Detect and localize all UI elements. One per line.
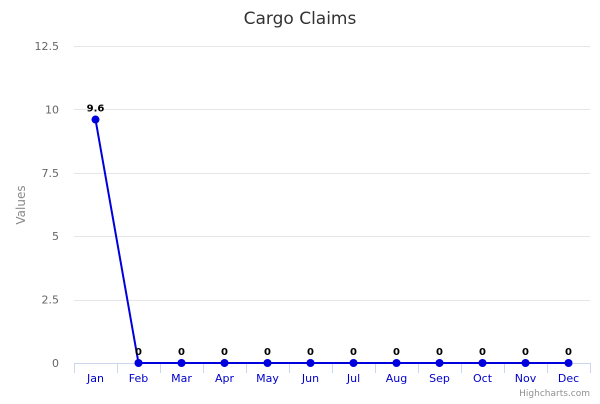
series-cargo-claims [91, 115, 573, 367]
x-tick-label[interactable]: Oct [473, 372, 493, 385]
data-label: 0 [350, 347, 357, 358]
x-tick-label[interactable]: Nov [515, 372, 537, 385]
data-point[interactable] [349, 359, 358, 367]
y-tick-label: 2.5 [42, 294, 60, 307]
y-axis-label: Values [14, 185, 28, 224]
data-point[interactable] [177, 359, 186, 367]
data-label: 0 [135, 347, 142, 358]
x-tick-label[interactable]: Aug [386, 372, 407, 385]
x-axis-ticks: Jan Feb Mar Apr May Jun Jul Aug Sep Oct Nov Dec [86, 372, 579, 385]
data-label: 0 [178, 347, 185, 358]
credits-link[interactable]: Highcharts.com [519, 389, 590, 399]
data-point[interactable] [435, 359, 444, 367]
x-tick-label[interactable]: Mar [171, 372, 192, 385]
data-label: 0 [522, 347, 529, 358]
data-point[interactable] [263, 359, 272, 367]
data-point[interactable] [134, 359, 143, 367]
x-tick-label[interactable]: Sep [429, 372, 450, 385]
chart-title: Cargo Claims [244, 9, 357, 29]
data-label: 0 [479, 347, 486, 358]
data-label: 0 [393, 347, 400, 358]
data-point[interactable] [306, 359, 315, 367]
data-label: 0 [264, 347, 271, 358]
x-tick-label[interactable]: Jul [346, 372, 360, 385]
x-tick-label[interactable]: May [256, 372, 279, 385]
y-tick-label: 12.5 [35, 40, 60, 53]
data-point[interactable] [564, 359, 573, 367]
x-tick-label[interactable]: Dec [558, 372, 579, 385]
data-point[interactable] [392, 359, 401, 367]
data-point[interactable] [521, 359, 530, 367]
x-tick-label[interactable]: Feb [129, 372, 148, 385]
y-tick-label: 7.5 [42, 167, 60, 180]
data-point[interactable] [91, 115, 100, 124]
x-tick-label[interactable]: Jun [301, 372, 319, 385]
data-point[interactable] [220, 359, 229, 367]
y-tick-label: 5 [52, 230, 59, 243]
data-labels: 9.6 0 0 0 0 0 0 0 0 0 0 0 [87, 104, 572, 358]
y-axis-ticks: 0 2.5 5 7.5 10 12.5 [35, 40, 60, 370]
series-line [94, 119, 569, 364]
data-label: 0 [221, 347, 228, 358]
y-tick-label: 10 [45, 103, 59, 116]
data-label: 9.6 [87, 104, 105, 115]
data-label: 0 [307, 347, 314, 358]
y-tick-label: 0 [52, 357, 59, 370]
x-axis [74, 363, 591, 373]
data-label: 0 [436, 347, 443, 358]
grid-lines [74, 46, 590, 301]
x-tick-label[interactable]: Apr [215, 372, 235, 385]
data-point[interactable] [478, 359, 487, 367]
x-tick-label[interactable]: Jan [86, 372, 104, 385]
data-label: 0 [565, 347, 572, 358]
